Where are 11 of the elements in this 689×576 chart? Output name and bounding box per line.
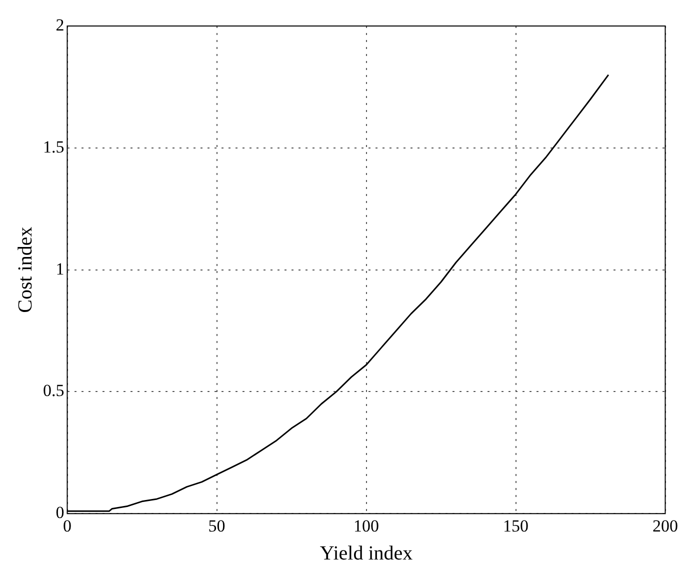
- x-tick-label: 150: [503, 516, 528, 536]
- y-tick-label: 0: [56, 503, 64, 522]
- y-tick-label: 1.5: [43, 137, 64, 156]
- x-tick-label: 200: [652, 516, 678, 536]
- y-axis-title: Cost index: [14, 226, 36, 313]
- x-tick-label: 50: [208, 516, 226, 536]
- x-axis-title: Yield index: [320, 542, 413, 564]
- x-tick-label: 100: [354, 516, 379, 536]
- y-tick-label: 0.5: [43, 381, 64, 400]
- y-tick-label: 1: [56, 259, 64, 278]
- y-tick-label: 2: [56, 15, 64, 34]
